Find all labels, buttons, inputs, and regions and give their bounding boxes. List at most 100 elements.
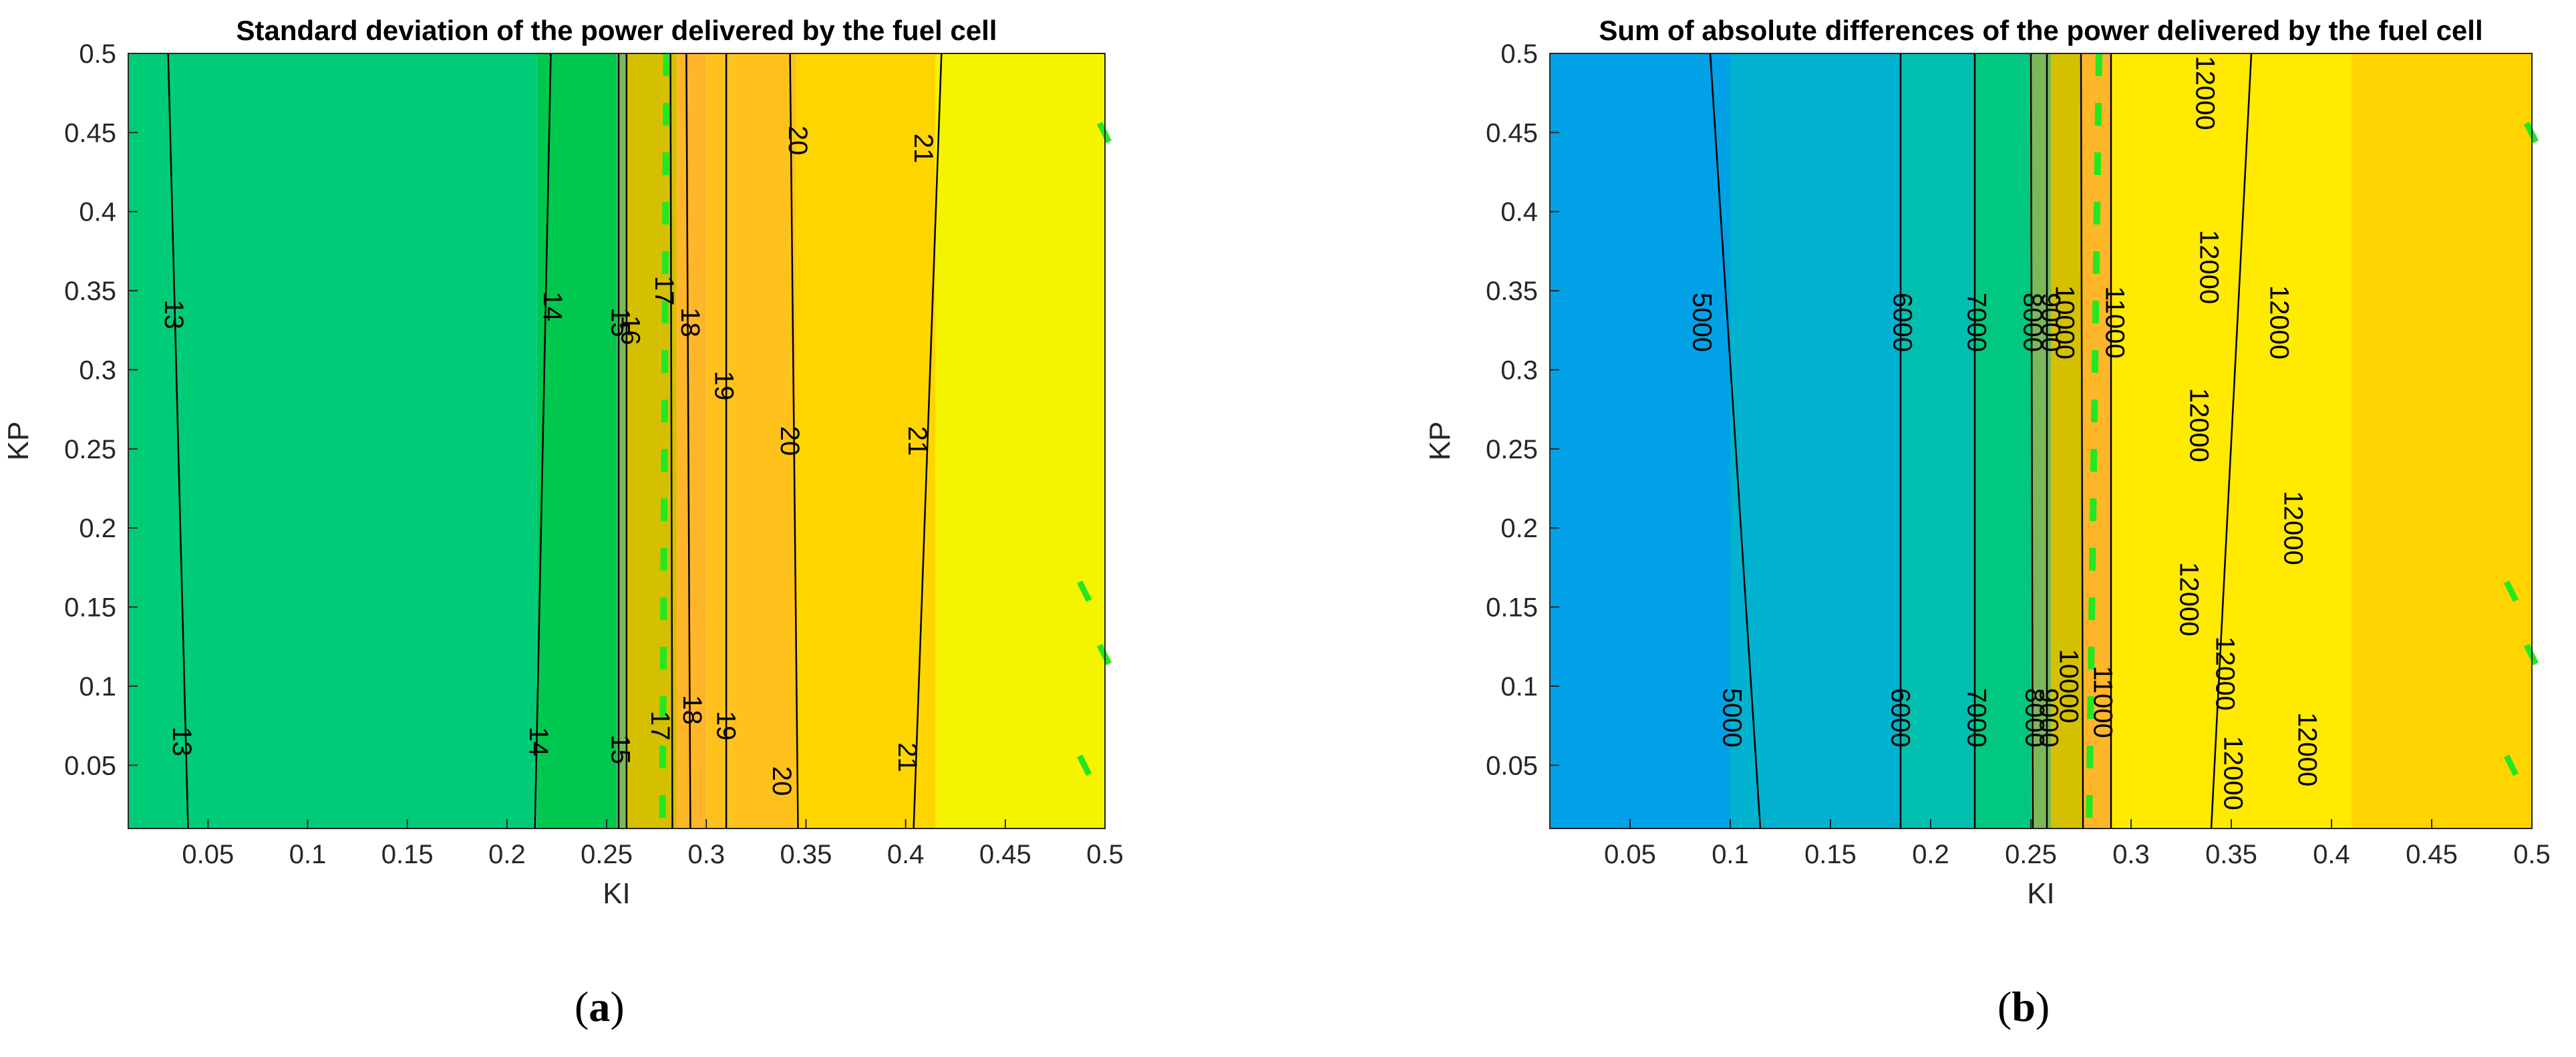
chart-b-contour-label-11000: 11000 — [2088, 665, 2117, 738]
chart-a-y-tick-label: 0.25 — [64, 435, 116, 464]
chart-a-band-1 — [536, 53, 617, 828]
chart-a-contour-line-20 — [789, 53, 799, 829]
chart-b-band-5 — [2051, 53, 2081, 828]
chart-b-contour-label-12000: 12000 — [2218, 736, 2247, 810]
chart-a-contour-label-13: 13 — [167, 727, 196, 757]
chart-a-y-axis-label: KP — [2, 422, 35, 461]
chart-b-contour-label-5000: 5000 — [1717, 688, 1746, 748]
chart-a-x-tick-label: 0.15 — [381, 840, 434, 869]
chart-b-contour-label-12000: 12000 — [2190, 56, 2219, 130]
chart-a-dashed-boundary — [659, 53, 670, 829]
chart-b-x-tick-label: 0.45 — [2406, 840, 2458, 869]
chart-b-contour-label-7000: 7000 — [1961, 688, 1991, 748]
chart-b-y-tick-label: 0.4 — [1500, 198, 1538, 227]
chart-a-contour-label-18: 18 — [677, 695, 707, 725]
chart-panel-a: 131314141515161717181819192020202121210.… — [2, 15, 1124, 910]
chart-b-x-tick-label: 0.1 — [1712, 840, 1749, 869]
chart-a-contour-label-20: 20 — [767, 766, 796, 796]
chart-b-contour-label-9000: 9000 — [2034, 688, 2063, 748]
chart-b-y-tick-label: 0.2 — [1500, 514, 1538, 543]
chart-a-contour-line-13 — [167, 53, 189, 829]
chart-b-contour-label-12000: 12000 — [2264, 285, 2293, 359]
chart-b-edge-mark-1 — [2503, 580, 2519, 602]
chart-a-contour-label-14: 14 — [538, 292, 567, 322]
chart-a-x-tick-label: 0.35 — [780, 840, 832, 869]
chart-b-contour-label-7000: 7000 — [1961, 293, 1991, 352]
chart-a-contour-label-21: 21 — [903, 426, 932, 456]
chart-a-title: Standard deviation of the power delivere… — [236, 15, 997, 46]
chart-b-contour-line-12000 — [2210, 53, 2253, 829]
chart-b-contour-label-10000: 10000 — [2050, 285, 2079, 359]
panel-caption-b: (b) — [1997, 983, 2050, 1030]
chart-a-contour-label-15: 15 — [605, 307, 635, 337]
chart-b-y-tick-label: 0.35 — [1486, 277, 1538, 306]
chart-a-edge-mark-3 — [1077, 754, 1092, 776]
chart-a-y-tick-label: 0.05 — [64, 751, 116, 780]
chart-b-x-tick-label: 0.5 — [2513, 840, 2551, 869]
chart-panel-b: 5000500060006000700070008000800090009000… — [1424, 15, 2551, 910]
chart-a-band-7 — [935, 53, 1105, 828]
chart-b-y-axis-label: KP — [1424, 422, 1456, 461]
chart-a-contour-label-21: 21 — [909, 134, 938, 164]
chart-b-contour-label-12000: 12000 — [2278, 491, 2307, 565]
chart-b-contour-label-10000: 10000 — [2054, 649, 2083, 723]
chart-b-contour-label-12000: 12000 — [2210, 636, 2239, 710]
chart-b-contour-label-6000: 6000 — [1887, 293, 1917, 352]
chart-a-contour-line-17 — [669, 53, 673, 829]
chart-b-x-axis-label: KI — [2027, 877, 2055, 910]
chart-b-edge-mark-3 — [2503, 754, 2519, 776]
chart-b-x-tick-label: 0.15 — [1804, 840, 1857, 869]
chart-a-contour-line-21 — [913, 53, 943, 829]
chart-a-x-tick-label: 0.1 — [289, 840, 327, 869]
chart-a-band-3 — [626, 53, 677, 828]
chart-a-axes-frame — [128, 53, 1106, 829]
chart-a-y-tick-label: 0.2 — [79, 514, 116, 543]
chart-b-title: Sum of absolute differences of the power… — [1599, 15, 2482, 46]
chart-a-y-tick-label: 0.5 — [79, 39, 116, 69]
chart-a-band-5 — [706, 53, 796, 828]
chart-a-contour-label-20: 20 — [783, 126, 812, 156]
chart-b-x-tick-label: 0.3 — [2112, 840, 2150, 869]
chart-a-x-tick-label: 0.5 — [1086, 840, 1124, 869]
chart-a-x-axis-label: KI — [603, 877, 631, 910]
chart-a-band-6 — [796, 53, 936, 828]
chart-b-band-0 — [1550, 53, 1730, 828]
chart-b-contour-line-5000 — [1709, 53, 1762, 829]
chart-b-y-tick-label: 0.15 — [1486, 593, 1538, 623]
chart-b-y-tick-label: 0.25 — [1486, 435, 1538, 464]
chart-b-contour-label-6000: 6000 — [1885, 688, 1915, 748]
chart-b-y-tick-label: 0.45 — [1486, 118, 1538, 148]
chart-b-contour-label-12000: 12000 — [2194, 230, 2223, 304]
chart-b-contour-label-8000: 8000 — [2018, 293, 2047, 352]
chart-a-y-tick-label: 0.45 — [64, 118, 116, 148]
chart-a-x-tick-label: 0.4 — [887, 840, 925, 869]
chart-b-dashed-boundary — [2086, 53, 2102, 829]
chart-b-x-tick-label: 0.4 — [2313, 840, 2350, 869]
chart-b-band-3 — [1975, 53, 2031, 828]
chart-b-x-tick-label: 0.05 — [1604, 840, 1656, 869]
chart-a-contour-label-14: 14 — [524, 727, 553, 757]
chart-b-x-tick-label: 0.35 — [2205, 840, 2257, 869]
chart-a-x-tick-label: 0.2 — [488, 840, 526, 869]
chart-a-band-0 — [128, 53, 537, 828]
chart-a-contour-label-17: 17 — [649, 276, 679, 306]
chart-a-y-tick-label: 0.15 — [64, 593, 116, 623]
chart-a-x-tick-label: 0.25 — [581, 840, 633, 869]
chart-a-contour-label-19: 19 — [709, 371, 739, 401]
chart-b-band-8 — [2352, 53, 2532, 828]
chart-a-x-tick-label: 0.05 — [182, 840, 234, 869]
chart-a-contour-label-21: 21 — [893, 742, 922, 772]
chart-b-contour-label-11000: 11000 — [2100, 286, 2129, 358]
chart-b-contour-label-5000: 5000 — [1687, 293, 1716, 352]
chart-b-contour-label-12000: 12000 — [2292, 712, 2321, 786]
chart-a-contour-line-18 — [685, 53, 691, 829]
chart-a-edge-mark-1 — [1077, 580, 1092, 602]
chart-a-contour-label-20: 20 — [775, 426, 804, 456]
chart-a-x-tick-label: 0.3 — [687, 840, 725, 869]
chart-b-y-tick-label: 0.5 — [1500, 39, 1538, 69]
chart-b-contour-label-12000: 12000 — [2174, 562, 2203, 636]
chart-b-axes-frame — [1549, 53, 2533, 829]
chart-b-contour-line-8000 — [2030, 53, 2034, 829]
chart-b-x-tick-label: 0.25 — [2005, 840, 2057, 869]
chart-a-contour-label-19: 19 — [711, 711, 741, 741]
